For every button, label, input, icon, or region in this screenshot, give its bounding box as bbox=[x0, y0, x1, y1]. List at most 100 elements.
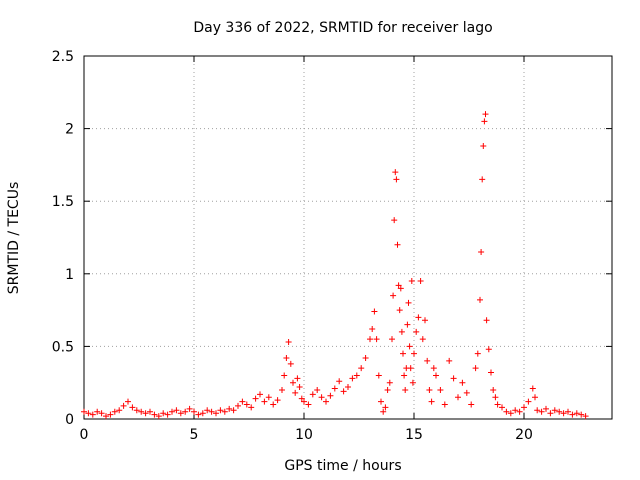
data-point bbox=[459, 379, 466, 386]
data-point bbox=[393, 176, 400, 183]
data-point bbox=[384, 386, 391, 393]
y-tick-label: 1 bbox=[65, 267, 74, 283]
data-point bbox=[463, 389, 470, 396]
data-point bbox=[479, 176, 486, 183]
data-point bbox=[369, 325, 376, 332]
data-point bbox=[94, 408, 101, 415]
data-point bbox=[419, 336, 426, 343]
data-point bbox=[578, 411, 585, 418]
data-point bbox=[195, 411, 202, 418]
data-point bbox=[409, 379, 416, 386]
data-point bbox=[492, 394, 499, 401]
data-point bbox=[367, 336, 373, 343]
data-point bbox=[281, 372, 288, 379]
data-point bbox=[191, 408, 197, 415]
data-point bbox=[265, 394, 272, 401]
data-point bbox=[406, 343, 413, 350]
data-point bbox=[301, 398, 307, 405]
data-point bbox=[485, 346, 492, 353]
data-point bbox=[345, 384, 351, 391]
data-point bbox=[503, 408, 510, 415]
data-point bbox=[534, 407, 541, 414]
data-point bbox=[287, 360, 294, 367]
data-point bbox=[417, 278, 424, 285]
data-point bbox=[147, 408, 153, 415]
data-point bbox=[208, 408, 215, 415]
data-point bbox=[573, 410, 580, 417]
data-point bbox=[340, 388, 347, 395]
data-point bbox=[138, 408, 145, 415]
data-point bbox=[373, 336, 380, 343]
data-point bbox=[349, 375, 356, 382]
data-point bbox=[433, 372, 439, 379]
data-point bbox=[512, 407, 519, 414]
data-point bbox=[314, 386, 321, 393]
data-point bbox=[488, 369, 494, 376]
data-point bbox=[362, 355, 369, 362]
data-point bbox=[294, 375, 301, 382]
data-point bbox=[305, 401, 312, 408]
data-point bbox=[394, 241, 401, 248]
data-point bbox=[411, 350, 417, 357]
data-point bbox=[371, 308, 378, 315]
data-point bbox=[103, 413, 109, 420]
data-point bbox=[279, 386, 285, 393]
data-point bbox=[390, 292, 397, 299]
y-tick-label: 2 bbox=[65, 122, 74, 138]
data-point bbox=[494, 401, 501, 408]
data-point bbox=[151, 411, 158, 418]
data-point bbox=[107, 411, 114, 418]
data-point bbox=[582, 413, 589, 420]
data-point bbox=[331, 385, 338, 392]
data-point bbox=[472, 365, 479, 372]
data-point bbox=[81, 408, 87, 415]
data-point bbox=[474, 350, 481, 357]
data-point bbox=[521, 404, 527, 411]
data-point bbox=[252, 395, 259, 402]
data-point bbox=[422, 317, 428, 324]
data-point bbox=[226, 405, 233, 412]
y-axis-ticks: 0 0.5 1 1.5 2 2.5 bbox=[52, 49, 612, 428]
data-point bbox=[204, 407, 211, 414]
data-point bbox=[401, 372, 408, 379]
data-point bbox=[116, 407, 123, 414]
data-point bbox=[538, 408, 545, 415]
data-point bbox=[556, 408, 563, 415]
data-point bbox=[89, 411, 96, 418]
y-tick-label: 2.5 bbox=[52, 49, 74, 65]
data-point bbox=[478, 249, 485, 256]
data-point bbox=[386, 379, 393, 386]
data-point bbox=[318, 394, 325, 401]
chart-title: Day 336 of 2022, SRMTID for receiver lag… bbox=[193, 20, 492, 36]
data-point bbox=[397, 285, 404, 292]
data-point bbox=[415, 314, 422, 321]
data-point bbox=[261, 398, 268, 405]
data-point bbox=[358, 365, 365, 372]
data-point bbox=[398, 328, 405, 335]
data-point bbox=[177, 410, 184, 417]
x-tick-label: 10 bbox=[295, 427, 313, 443]
data-point bbox=[405, 299, 412, 306]
data-point bbox=[186, 405, 193, 412]
y-axis-label: SRMTID / TECUs bbox=[6, 182, 22, 295]
data-point bbox=[413, 328, 420, 335]
data-point bbox=[560, 410, 567, 417]
data-point bbox=[182, 408, 189, 415]
data-point bbox=[120, 402, 127, 409]
grid bbox=[84, 56, 612, 419]
data-point bbox=[437, 386, 444, 393]
data-point bbox=[481, 118, 488, 125]
data-point bbox=[507, 410, 514, 417]
data-point bbox=[391, 217, 398, 224]
data-point bbox=[239, 398, 246, 405]
data-point bbox=[382, 404, 389, 411]
data-point bbox=[404, 321, 411, 328]
data-point bbox=[532, 394, 538, 401]
data-point bbox=[274, 397, 281, 404]
data-point bbox=[164, 411, 171, 418]
data-point bbox=[529, 385, 536, 392]
data-point bbox=[551, 407, 558, 414]
data-point bbox=[468, 401, 475, 408]
data-point bbox=[396, 307, 403, 314]
